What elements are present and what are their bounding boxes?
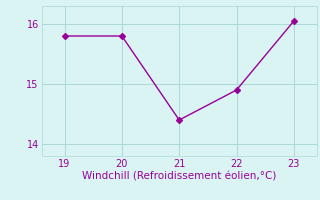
X-axis label: Windchill (Refroidissement éolien,°C): Windchill (Refroidissement éolien,°C) — [82, 172, 276, 182]
